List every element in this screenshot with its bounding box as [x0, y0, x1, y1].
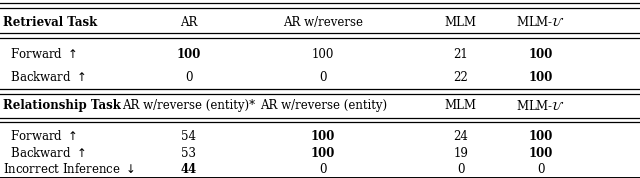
Text: 0: 0	[537, 163, 545, 176]
Text: 0: 0	[457, 163, 465, 176]
Text: 100: 100	[177, 48, 201, 61]
Text: 0: 0	[185, 71, 193, 84]
Text: 100: 100	[311, 130, 335, 143]
Text: 100: 100	[529, 130, 553, 143]
Text: 100: 100	[311, 146, 335, 160]
Text: 21: 21	[453, 48, 468, 61]
Text: MLM: MLM	[445, 99, 477, 112]
Text: 100: 100	[529, 48, 553, 61]
Text: Relationship Task: Relationship Task	[3, 99, 121, 112]
Text: 22: 22	[453, 71, 468, 84]
Text: 100: 100	[312, 48, 334, 61]
Text: MLM-$\mathcal{U}$: MLM-$\mathcal{U}$	[516, 99, 565, 113]
Text: 53: 53	[181, 146, 196, 160]
Text: Incorrect Inference $\downarrow$: Incorrect Inference $\downarrow$	[3, 162, 135, 176]
Text: 100: 100	[529, 146, 553, 160]
Text: Backward $\uparrow$: Backward $\uparrow$	[3, 70, 86, 84]
Text: 0: 0	[319, 163, 327, 176]
Text: Forward $\uparrow$: Forward $\uparrow$	[3, 129, 77, 143]
Text: 44: 44	[180, 163, 197, 176]
Text: 54: 54	[181, 130, 196, 143]
Text: Forward $\uparrow$: Forward $\uparrow$	[3, 47, 77, 61]
Text: AR w/reverse (entity): AR w/reverse (entity)	[260, 99, 387, 112]
Text: MLM-$\mathcal{U}$: MLM-$\mathcal{U}$	[516, 15, 565, 29]
Text: AR w/reverse: AR w/reverse	[283, 16, 364, 29]
Text: MLM: MLM	[445, 16, 477, 29]
Text: 24: 24	[453, 130, 468, 143]
Text: Backward $\uparrow$: Backward $\uparrow$	[3, 146, 86, 160]
Text: AR: AR	[180, 16, 198, 29]
Text: 19: 19	[453, 146, 468, 160]
Text: 100: 100	[529, 71, 553, 84]
Text: AR w/reverse (entity)*: AR w/reverse (entity)*	[122, 99, 255, 112]
Text: 0: 0	[319, 71, 327, 84]
Text: Retrieval Task: Retrieval Task	[3, 16, 97, 29]
